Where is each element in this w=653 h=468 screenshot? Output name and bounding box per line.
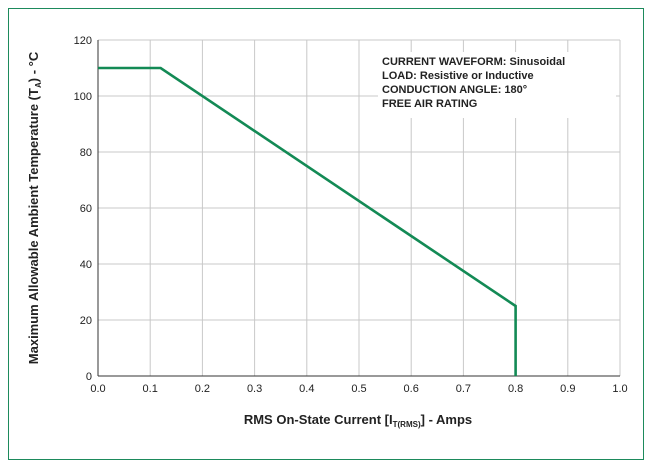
y-tick-label: 40 <box>80 259 92 271</box>
y-tick-label: 100 <box>74 91 92 103</box>
annotation-block: CURRENT WAVEFORM: Sinusoidal LOAD: Resist… <box>378 52 616 118</box>
axes <box>97 40 620 377</box>
y-tick-label: 120 <box>74 35 92 47</box>
annotation-line: CONDUCTION ANGLE: 180° <box>382 84 527 96</box>
x-tick-label: 0.6 <box>404 383 419 395</box>
series <box>98 66 517 376</box>
x-tick-label: 0.3 <box>247 383 262 395</box>
x-tick-label: 0.4 <box>299 383 314 395</box>
x-tick-label: 0.7 <box>456 383 471 395</box>
y-axis-label: Maximum Allowable Ambient Temperature (T… <box>26 51 43 364</box>
x-axis-label: RMS On-State Current [IT(RMS)] - Amps <box>244 412 472 429</box>
y-tick-label: 0 <box>86 371 92 383</box>
annotation-background <box>378 52 616 118</box>
y-tick-label: 80 <box>80 147 92 159</box>
x-tick-label: 0.9 <box>560 383 575 395</box>
x-tick-label: 0.0 <box>90 383 105 395</box>
y-tick-label: 20 <box>80 315 92 327</box>
y-tick-labels: 0 20 40 60 80 100 120 <box>74 35 92 383</box>
derating-curve <box>98 66 517 376</box>
annotation-line: LOAD: Resistive or Inductive <box>382 70 534 82</box>
x-tick-label: 0.5 <box>351 383 366 395</box>
annotation-line: CURRENT WAVEFORM: Sinusoidal <box>382 56 565 68</box>
x-tick-label: 1.0 <box>612 383 627 395</box>
x-tick-label: 0.2 <box>195 383 210 395</box>
annotation-line: FREE AIR RATING <box>382 98 477 110</box>
y-tick-label: 60 <box>80 203 92 215</box>
x-tick-label: 0.1 <box>143 383 158 395</box>
x-tick-label: 0.8 <box>508 383 523 395</box>
x-tick-labels: 0.0 0.1 0.2 0.3 0.4 0.5 0.6 0.7 0.8 0.9 1.0 <box>90 383 627 395</box>
